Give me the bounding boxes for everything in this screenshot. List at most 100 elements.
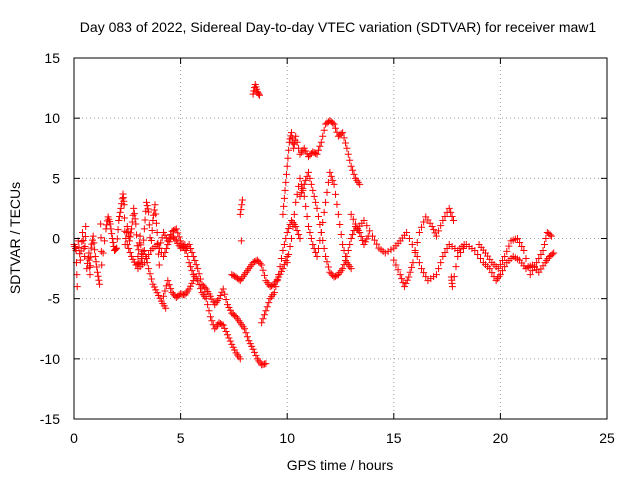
data-point bbox=[281, 186, 289, 194]
data-point bbox=[147, 237, 155, 245]
data-point bbox=[320, 208, 328, 216]
data-point bbox=[123, 222, 131, 230]
data-point bbox=[432, 232, 440, 240]
data-point bbox=[303, 212, 311, 220]
data-point bbox=[140, 247, 148, 255]
data-point bbox=[316, 142, 324, 150]
data-point bbox=[160, 292, 168, 300]
chart-title: Day 083 of 2022, Sidereal Day-to-day VTE… bbox=[80, 19, 597, 35]
y-tick-label: 15 bbox=[44, 50, 60, 66]
data-point bbox=[409, 259, 417, 267]
data-point bbox=[435, 265, 443, 273]
data-point bbox=[146, 270, 154, 278]
data-point bbox=[526, 271, 534, 279]
data-point bbox=[161, 249, 169, 257]
data-point bbox=[125, 237, 133, 245]
data-point bbox=[120, 214, 128, 222]
data-point bbox=[185, 241, 193, 249]
data-point bbox=[518, 243, 526, 251]
data-point bbox=[153, 228, 161, 236]
data-point bbox=[486, 265, 494, 273]
data-point bbox=[169, 290, 177, 298]
data-point bbox=[402, 279, 410, 287]
data-point bbox=[437, 259, 445, 267]
data-point bbox=[226, 337, 234, 345]
data-point bbox=[171, 226, 179, 234]
data-point bbox=[174, 229, 182, 237]
data-point bbox=[153, 241, 161, 249]
data-point bbox=[305, 153, 313, 161]
data-point bbox=[275, 271, 283, 279]
x-tick-label: 25 bbox=[599, 430, 615, 446]
data-point bbox=[408, 263, 416, 271]
data-point bbox=[302, 176, 310, 184]
data-point bbox=[265, 299, 273, 307]
data-point bbox=[285, 146, 293, 154]
data-point bbox=[215, 295, 223, 303]
data-point bbox=[337, 230, 345, 238]
data-point bbox=[441, 212, 449, 220]
data-point bbox=[496, 271, 504, 279]
data-point bbox=[115, 212, 123, 220]
data-point bbox=[287, 235, 295, 242]
data-point bbox=[142, 255, 150, 263]
data-point bbox=[165, 281, 173, 289]
data-point bbox=[194, 277, 202, 285]
data-point bbox=[86, 263, 94, 271]
data-point bbox=[229, 271, 237, 279]
data-point bbox=[129, 211, 137, 219]
data-point bbox=[235, 275, 243, 283]
data-point bbox=[501, 253, 509, 261]
data-point bbox=[86, 271, 94, 279]
data-point bbox=[167, 285, 175, 293]
data-point bbox=[494, 265, 502, 273]
data-point bbox=[333, 200, 341, 208]
data-point bbox=[337, 130, 345, 138]
data-point bbox=[350, 170, 358, 178]
data-point bbox=[86, 262, 94, 270]
data-point bbox=[524, 263, 532, 271]
data-point bbox=[496, 261, 504, 269]
data-point bbox=[216, 291, 224, 299]
data-point bbox=[452, 263, 460, 271]
data-point bbox=[106, 220, 114, 228]
y-tick-label: -15 bbox=[40, 411, 60, 427]
data-point bbox=[359, 237, 367, 245]
data-point bbox=[284, 154, 292, 162]
data-point bbox=[293, 138, 301, 146]
data-point bbox=[250, 87, 258, 95]
data-point bbox=[262, 307, 270, 315]
data-point bbox=[93, 268, 101, 276]
data-point bbox=[405, 235, 413, 242]
data-point bbox=[95, 276, 103, 284]
data-point bbox=[253, 256, 261, 264]
data-point bbox=[280, 194, 288, 202]
data-point bbox=[143, 202, 151, 210]
data-point bbox=[258, 319, 266, 327]
data-point bbox=[206, 313, 214, 321]
data-point bbox=[309, 148, 317, 156]
data-point bbox=[324, 178, 332, 186]
data-point bbox=[432, 271, 440, 279]
data-point bbox=[221, 290, 229, 298]
data-point bbox=[115, 216, 123, 224]
data-point bbox=[305, 168, 313, 176]
data-point bbox=[144, 205, 152, 213]
x-tick-label: 0 bbox=[70, 430, 78, 446]
data-point bbox=[341, 139, 349, 147]
data-point bbox=[285, 224, 293, 232]
data-point bbox=[93, 263, 101, 271]
data-point bbox=[320, 245, 328, 253]
data-point bbox=[420, 218, 428, 226]
data-point bbox=[97, 234, 105, 242]
data-point bbox=[204, 301, 212, 309]
data-point bbox=[162, 245, 170, 253]
data-point bbox=[343, 144, 351, 152]
data-point bbox=[112, 245, 120, 253]
data-point bbox=[255, 258, 263, 266]
data-point bbox=[459, 245, 467, 253]
data-point bbox=[150, 206, 158, 214]
data-point bbox=[332, 272, 340, 280]
data-point bbox=[319, 237, 327, 245]
data-point bbox=[142, 198, 150, 206]
